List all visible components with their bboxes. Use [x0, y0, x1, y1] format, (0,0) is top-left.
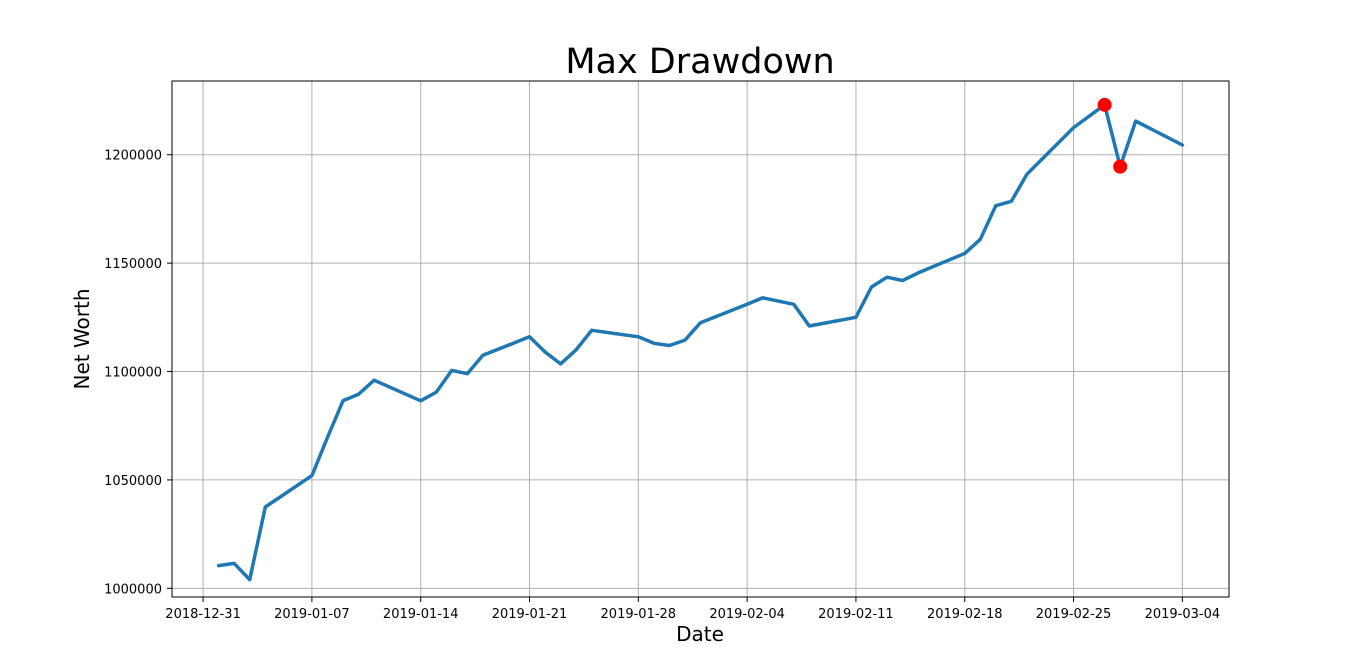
x-tick-label: 2019-01-21	[492, 607, 568, 622]
drawdown-markers	[1097, 97, 1128, 174]
y-tick-label: 1100000	[104, 366, 162, 381]
y-tick-label: 1150000	[104, 257, 162, 272]
x-tick-label: 2019-03-04	[1145, 607, 1221, 622]
net-worth-line	[216, 103, 1185, 582]
drawdown-peak-marker	[1097, 97, 1112, 112]
y-tick-label: 1200000	[104, 149, 162, 164]
chart-title: Max Drawdown	[565, 42, 834, 82]
x-tick-label: 2019-01-14	[383, 607, 459, 622]
plot-area-frame	[171, 80, 1230, 598]
x-tick-label: 2019-01-28	[601, 607, 677, 622]
x-tick-label: 2019-02-25	[1036, 607, 1112, 622]
grid-lines	[172, 81, 1229, 597]
drawdown-trough-marker	[1113, 159, 1128, 174]
series-layer	[216, 103, 1185, 582]
x-tick-label: 2019-02-04	[709, 607, 785, 622]
x-axis-label: Date	[676, 622, 724, 646]
axis-ticks: 2018-12-31 2019-01-07 2019-01-14 2019-01-21…	[104, 149, 1220, 622]
x-tick-label: 2019-02-18	[927, 607, 1003, 622]
y-tick-label: 1050000	[104, 474, 162, 489]
x-tick-label: 2018-12-31	[165, 607, 241, 622]
x-tick-label: 2019-01-07	[274, 607, 350, 622]
x-tick-label: 2019-02-11	[818, 607, 894, 622]
y-tick-label: 1000000	[104, 582, 162, 597]
y-axis-label: Net Worth	[70, 288, 94, 389]
